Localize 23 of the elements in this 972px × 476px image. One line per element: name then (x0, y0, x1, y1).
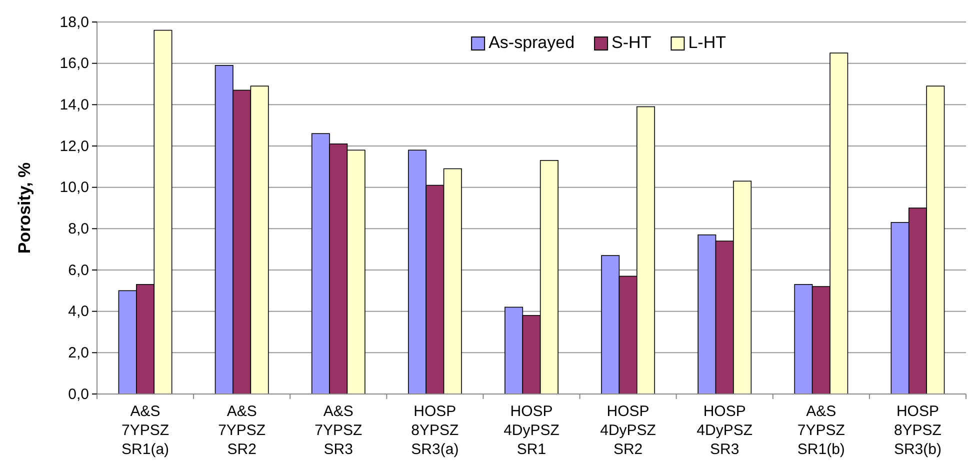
x-tick-label: A&S 7YPSZ SR2 (218, 403, 266, 458)
x-tick-label: HOSP 4DyPSZ SR2 (600, 403, 656, 458)
legend-label: S-HT (612, 33, 652, 52)
x-tick-label: HOSP 8YPSZ SR3(b) (894, 403, 942, 458)
y-tick-label: 16,0 (60, 55, 89, 72)
x-tick-label: A&S 7YPSZ SR1(b) (797, 403, 845, 458)
y-tick-label: 6,0 (68, 262, 89, 279)
y-tick-label: 12,0 (60, 138, 89, 155)
y-tick-label: 2,0 (68, 344, 89, 362)
y-tick-label: 10,0 (60, 179, 89, 196)
y-tick-label: 14,0 (60, 96, 89, 114)
x-tick-label: HOSP 4DyPSZ SR1 (504, 403, 560, 458)
x-tick-label: HOSP 4DyPSZ SR3 (696, 403, 753, 458)
legend-label: L-HT (688, 33, 726, 52)
y-tick-label: 18,0 (60, 14, 89, 31)
y-axis-title: Porosity, % (15, 162, 34, 254)
y-tick-label: 4,0 (68, 303, 89, 320)
y-tick-label: 8,0 (68, 220, 89, 238)
x-tick-label: A&S 7YPSZ SR3 (314, 403, 362, 458)
x-tick-label: A&S 7YPSZ SR1(a) (122, 403, 170, 458)
legend-label: As-sprayed (488, 33, 575, 52)
x-tick-label: HOSP 8YPSZ SR3(a) (411, 403, 459, 458)
y-tick-label: 0,0 (68, 386, 89, 403)
